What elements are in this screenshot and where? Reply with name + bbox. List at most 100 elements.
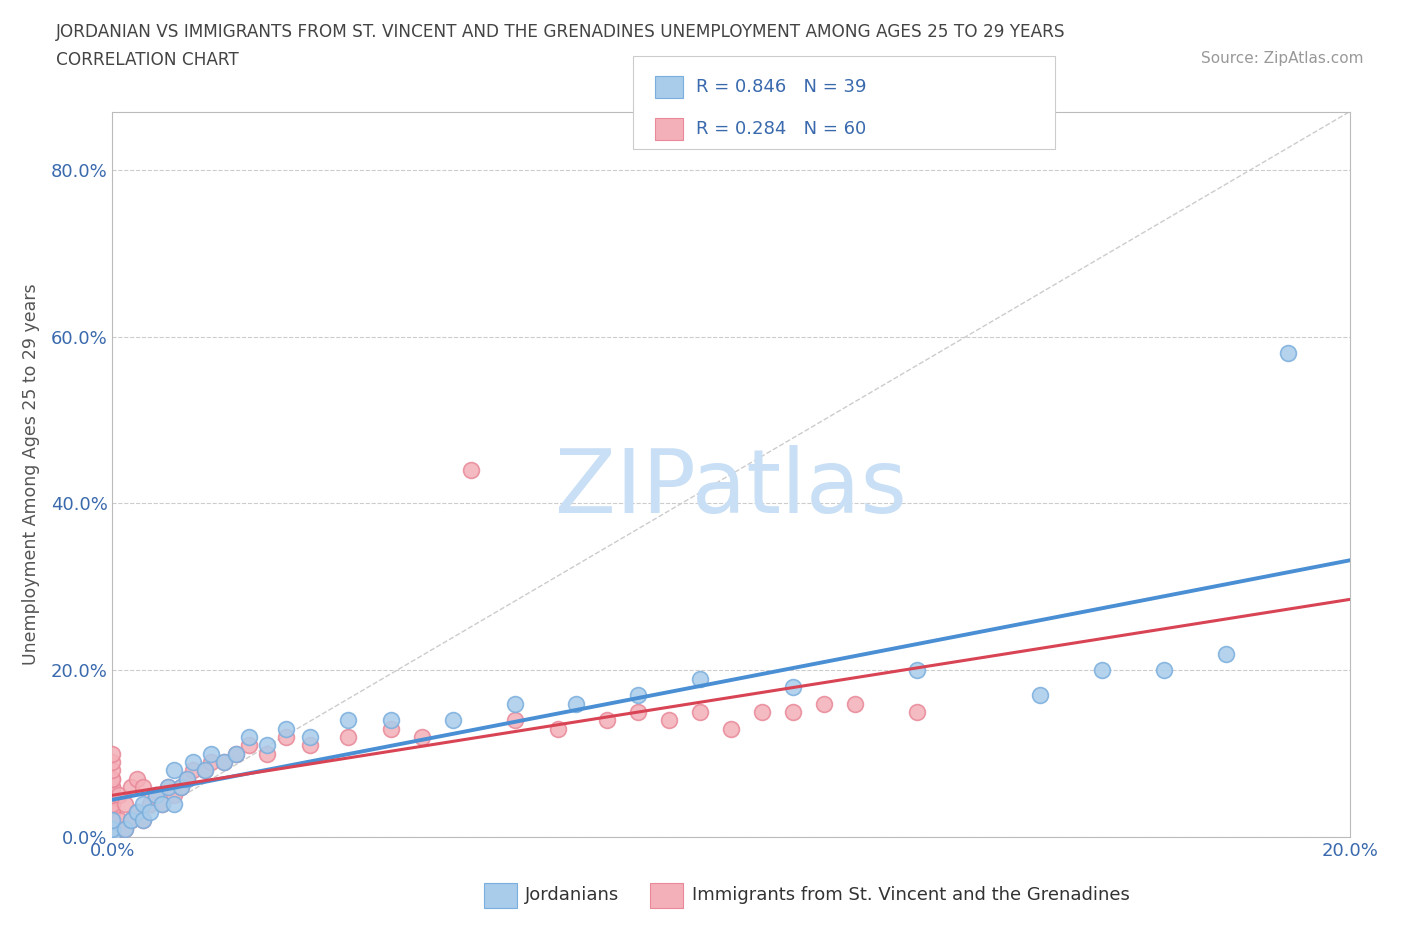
Point bbox=[107, 813, 129, 828]
Point bbox=[460, 463, 482, 478]
Point bbox=[503, 697, 526, 711]
Point bbox=[274, 721, 297, 736]
Point bbox=[163, 763, 186, 777]
Point bbox=[627, 705, 650, 720]
Point bbox=[101, 763, 124, 777]
Point bbox=[107, 788, 129, 803]
Point bbox=[120, 813, 142, 828]
Point bbox=[194, 763, 217, 777]
Point bbox=[101, 788, 124, 803]
Point bbox=[336, 712, 359, 727]
Point bbox=[101, 804, 124, 819]
Point bbox=[256, 746, 278, 761]
Point bbox=[114, 821, 136, 836]
Text: R = 0.846   N = 39: R = 0.846 N = 39 bbox=[696, 78, 866, 96]
Point bbox=[101, 830, 124, 844]
Point bbox=[120, 813, 142, 828]
Point bbox=[1215, 646, 1237, 661]
Point bbox=[101, 771, 124, 786]
Point bbox=[101, 804, 124, 819]
Point bbox=[844, 697, 866, 711]
Point bbox=[503, 712, 526, 727]
Point bbox=[299, 737, 322, 752]
Point bbox=[101, 779, 124, 794]
Point bbox=[138, 804, 160, 819]
Point bbox=[150, 796, 173, 811]
Point bbox=[114, 796, 136, 811]
Point bbox=[101, 779, 124, 794]
Point bbox=[132, 796, 155, 811]
Point bbox=[127, 804, 149, 819]
Point bbox=[101, 796, 124, 811]
Point bbox=[411, 729, 433, 744]
Point bbox=[101, 771, 124, 786]
Point bbox=[101, 821, 124, 836]
Text: R = 0.284   N = 60: R = 0.284 N = 60 bbox=[696, 120, 866, 138]
Point bbox=[547, 721, 569, 736]
Point bbox=[194, 763, 217, 777]
Point bbox=[101, 821, 124, 836]
Point bbox=[905, 663, 928, 678]
Text: Jordanians: Jordanians bbox=[524, 885, 619, 904]
Point bbox=[120, 779, 142, 794]
Point bbox=[813, 697, 835, 711]
Point bbox=[176, 771, 198, 786]
Point bbox=[145, 788, 167, 803]
Point bbox=[176, 771, 198, 786]
Point bbox=[132, 813, 155, 828]
Point bbox=[101, 830, 124, 844]
Point bbox=[1277, 346, 1299, 361]
Point bbox=[212, 754, 235, 769]
Point bbox=[200, 754, 222, 769]
Point bbox=[256, 737, 278, 752]
Point bbox=[114, 821, 136, 836]
Point bbox=[596, 712, 619, 727]
Point bbox=[658, 712, 681, 727]
Point bbox=[238, 737, 260, 752]
Point bbox=[101, 830, 124, 844]
Point bbox=[200, 746, 222, 761]
Point bbox=[101, 746, 124, 761]
Point bbox=[145, 788, 167, 803]
Point bbox=[101, 830, 124, 844]
Point bbox=[782, 680, 804, 695]
Point bbox=[169, 779, 191, 794]
Point bbox=[751, 705, 773, 720]
Point bbox=[101, 813, 124, 828]
Point bbox=[441, 712, 464, 727]
Point bbox=[689, 671, 711, 686]
Text: Immigrants from St. Vincent and the Grenadines: Immigrants from St. Vincent and the Gren… bbox=[692, 885, 1129, 904]
Point bbox=[299, 729, 322, 744]
Y-axis label: Unemployment Among Ages 25 to 29 years: Unemployment Among Ages 25 to 29 years bbox=[21, 284, 39, 665]
Point bbox=[1153, 663, 1175, 678]
Point bbox=[225, 746, 247, 761]
Text: JORDANIAN VS IMMIGRANTS FROM ST. VINCENT AND THE GRENADINES UNEMPLOYMENT AMONG A: JORDANIAN VS IMMIGRANTS FROM ST. VINCENT… bbox=[56, 23, 1066, 41]
Point bbox=[101, 821, 124, 836]
Point bbox=[163, 788, 186, 803]
Point bbox=[169, 779, 191, 794]
Text: ZIPatlas: ZIPatlas bbox=[555, 445, 907, 532]
Point bbox=[225, 746, 247, 761]
Point bbox=[336, 729, 359, 744]
Point bbox=[274, 729, 297, 744]
Point bbox=[132, 813, 155, 828]
Text: CORRELATION CHART: CORRELATION CHART bbox=[56, 51, 239, 69]
Point bbox=[150, 796, 173, 811]
Text: Source: ZipAtlas.com: Source: ZipAtlas.com bbox=[1201, 51, 1364, 66]
Point bbox=[212, 754, 235, 769]
Point bbox=[905, 705, 928, 720]
Point bbox=[163, 796, 186, 811]
Point bbox=[132, 779, 155, 794]
Point bbox=[101, 813, 124, 828]
Point bbox=[138, 796, 160, 811]
Point bbox=[101, 813, 124, 828]
Point bbox=[565, 697, 588, 711]
Point bbox=[782, 705, 804, 720]
Point bbox=[157, 779, 180, 794]
Point bbox=[157, 779, 180, 794]
Point bbox=[689, 705, 711, 720]
Point bbox=[720, 721, 742, 736]
Point bbox=[127, 771, 149, 786]
Point bbox=[380, 721, 402, 736]
Point bbox=[380, 712, 402, 727]
